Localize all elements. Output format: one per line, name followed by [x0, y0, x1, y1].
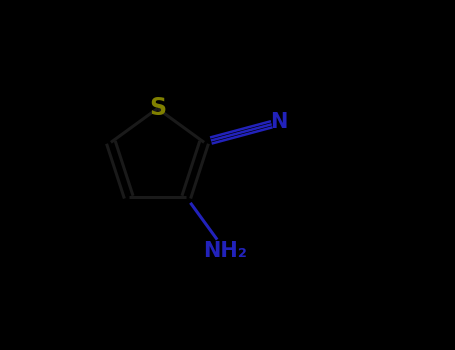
Text: NH₂: NH₂: [203, 241, 248, 261]
Text: S: S: [149, 97, 166, 120]
Text: N: N: [270, 112, 288, 132]
